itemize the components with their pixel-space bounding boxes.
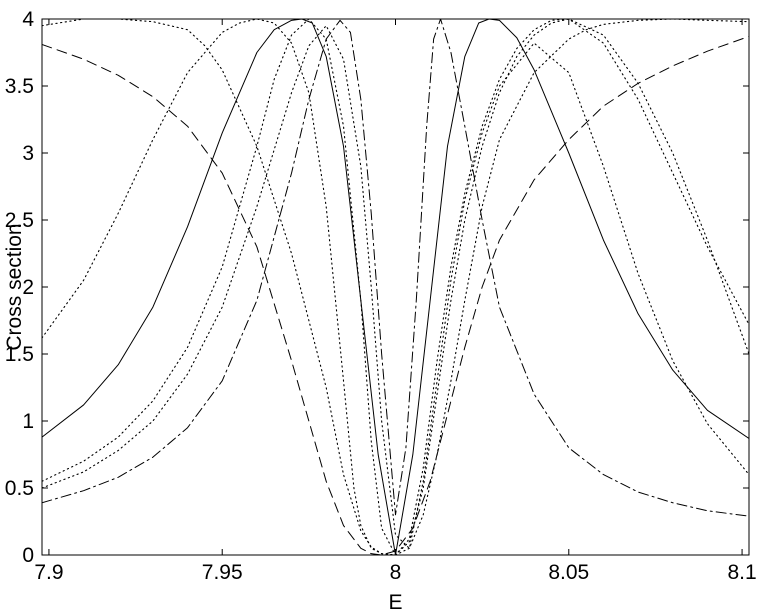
y-axis-label: Cross section [3, 223, 26, 350]
y-tick-label: 4 [22, 8, 34, 31]
y-tick-label: 2 [22, 276, 34, 299]
y-tick-label: 3.5 [5, 75, 34, 98]
series-layer [42, 19, 749, 555]
y-tick-label: 0 [22, 544, 34, 567]
series-line-1-solid [42, 19, 749, 555]
x-axis-label: E [388, 591, 402, 614]
series-line-7-dotted [42, 25, 749, 549]
x-tick-label: 7.95 [202, 561, 243, 584]
series-line-3-dashdot [42, 19, 749, 517]
y-tick-label: 1.5 [5, 343, 34, 366]
x-tick-label: 8.05 [548, 561, 589, 584]
y-tick-label: 3 [22, 142, 34, 165]
series-line-5-dotted [42, 19, 749, 555]
y-tick-label: 0.5 [5, 477, 34, 500]
plot-area [42, 19, 749, 555]
x-tick-label: 8.1 [727, 561, 756, 584]
series-line-2-dashed [42, 35, 749, 555]
y-tick-label: 2.5 [5, 209, 34, 232]
x-tick-label: 7.9 [34, 561, 63, 584]
y-tick-label: 1 [22, 410, 34, 433]
x-tick-label: 8 [390, 561, 402, 584]
series-line-4-dotted [42, 19, 749, 555]
tick-layer: 7.9 7.95 8 8.05 8.1 0 0.5 1 1.5 2 2.5 3 3.5 4 [5, 8, 757, 584]
